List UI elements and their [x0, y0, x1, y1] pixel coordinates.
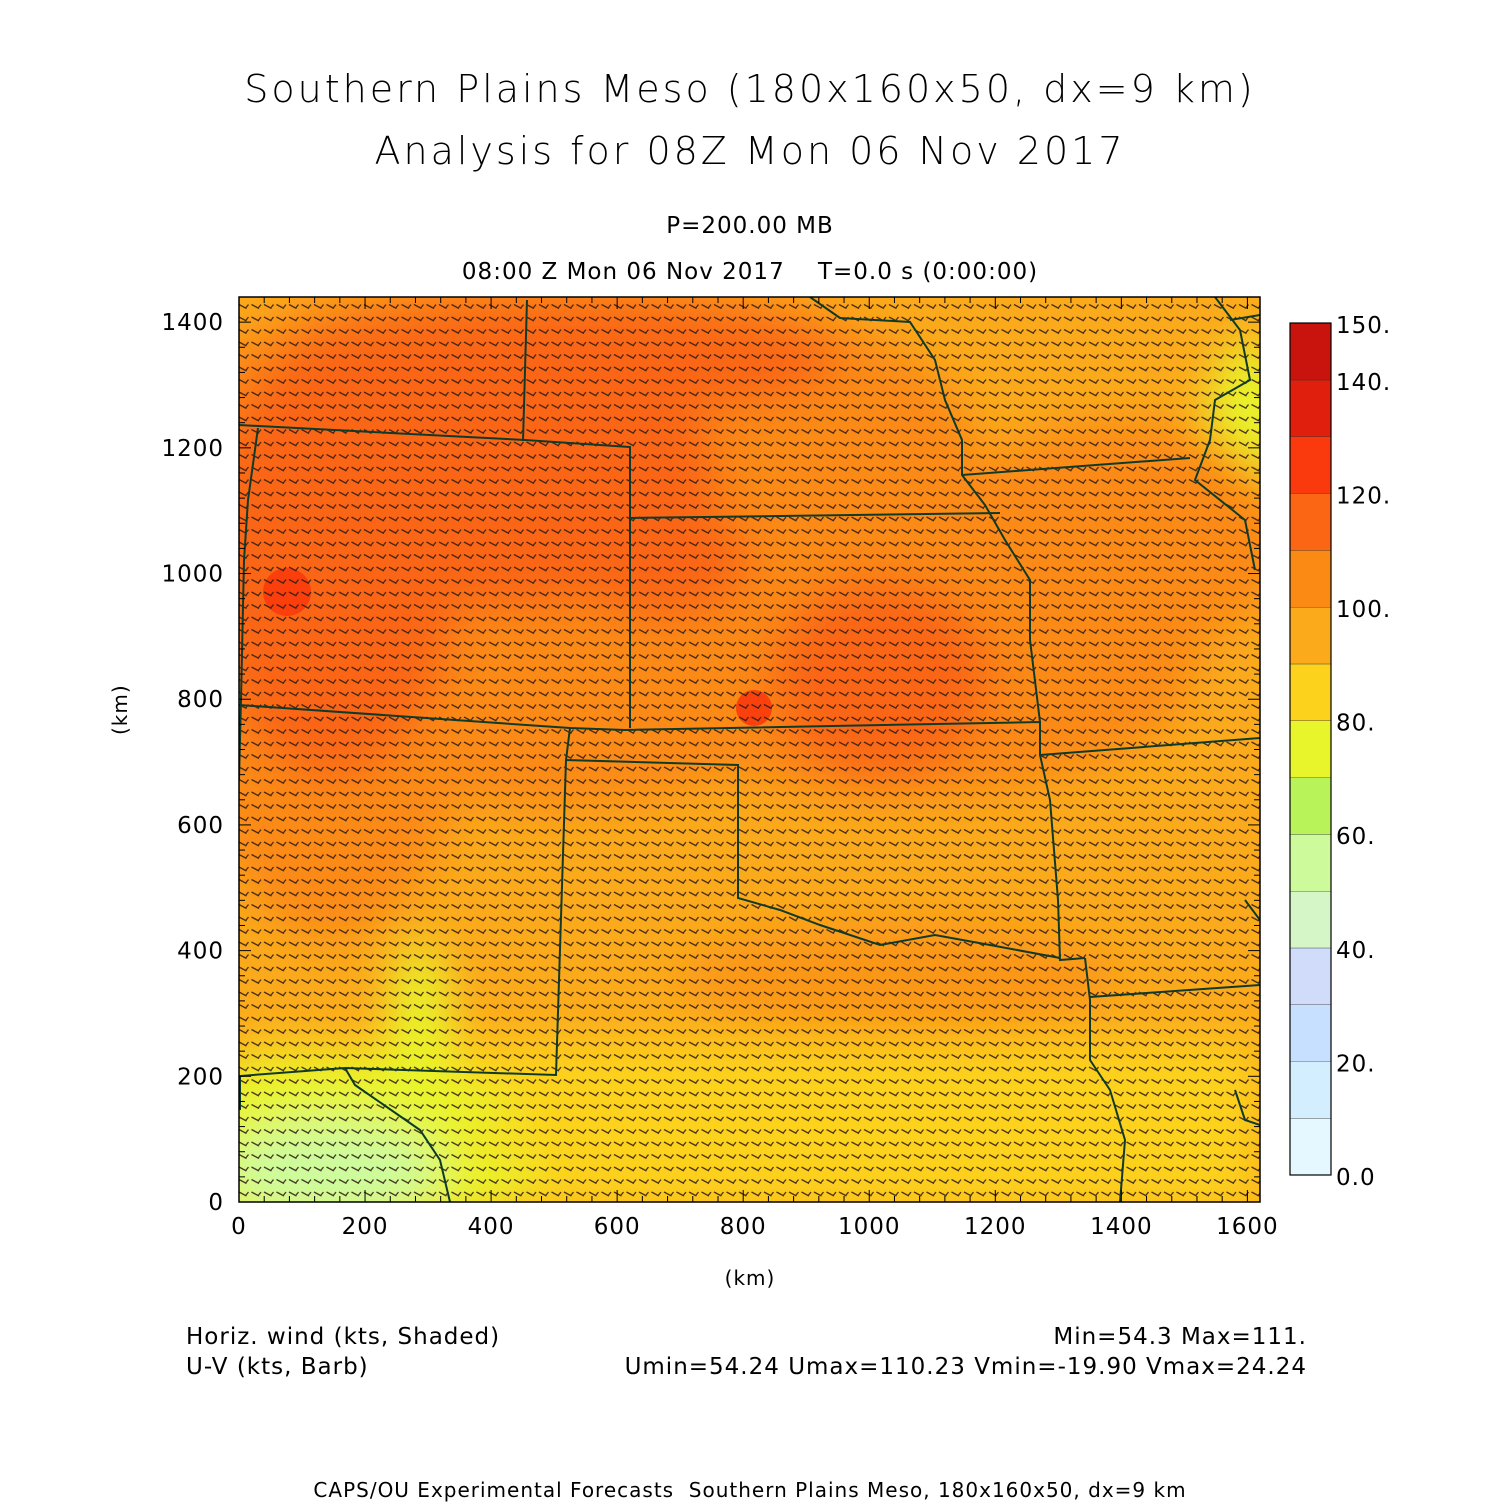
colorbar-swatch: [1290, 1004, 1331, 1062]
colorbar-label: 140.: [1336, 370, 1391, 396]
colorbar-swatch: [1290, 777, 1331, 835]
border-mississippi-river: [1193, 297, 1256, 571]
vector-min-max: Umin=54.24 Umax=110.23 Vmin=-19.90 Vmax=…: [624, 1354, 1307, 1380]
field-min-max: Min=54.3 Max=111.: [1053, 1324, 1307, 1350]
colorbar-label: 80.: [1336, 711, 1376, 737]
colorbar-swatch: [1290, 379, 1331, 437]
border-wi: [1229, 314, 1260, 321]
colorbar-label: 120.: [1336, 483, 1391, 509]
x-tick-label: 1400: [1090, 1214, 1153, 1240]
chart-title: Southern Plains Meso (180x160x50, dx=9 k…: [244, 67, 1256, 111]
colorbar-label: 0.0: [1336, 1165, 1376, 1191]
colorbar: 0.0 20. 40. 60. 80. 100. 120. 140. 150.: [1289, 313, 1391, 1191]
colorbar-label: 20.: [1336, 1051, 1376, 1077]
field-description: Horiz. wind (kts, Shaded): [186, 1324, 501, 1350]
colorbar-swatch: [1290, 550, 1331, 607]
vector-description: U-V (kts, Barb): [186, 1354, 369, 1380]
colorbar-label: 60.: [1336, 824, 1376, 850]
x-axis-label: (km): [724, 1266, 776, 1290]
border-wy-ne: [522, 299, 528, 442]
colorbar-swatch: [1290, 947, 1331, 1005]
y-tick-label: 0: [208, 1190, 224, 1216]
x-tick-label: 1200: [964, 1214, 1027, 1240]
x-tick-label: 600: [594, 1214, 641, 1240]
credit-line: CAPS/OU Experimental Forecasts Southern …: [313, 1478, 1187, 1502]
axis-labels: 0 200 400 600 800 1000 1200 1400 1600 0 200 400 600 8…: [161, 310, 1279, 1240]
y-axis-label: (km): [108, 684, 132, 735]
map-panel: [238, 296, 1261, 1203]
colorbar-swatch: [1290, 607, 1331, 664]
colorbar-swatch: [1290, 720, 1331, 778]
y-tick-label: 800: [177, 687, 224, 713]
colorbar-swatch: [1290, 834, 1331, 891]
y-tick-label: 1400: [161, 310, 224, 336]
border-ok-tx-panhandle: [564, 727, 1061, 959]
colorbar-swatch: [1290, 323, 1331, 380]
border-ne-ia: [961, 457, 1191, 476]
x-tick-label: 400: [468, 1214, 515, 1240]
pressure-level: P=200.00 MB: [666, 213, 834, 239]
colorbar-frame: [1289, 322, 1332, 1176]
y-tick-label: 200: [177, 1064, 224, 1090]
border-ks-ne: [629, 512, 1001, 519]
y-tick-label: 1000: [161, 562, 224, 588]
x-tick-label: 0: [231, 1214, 247, 1240]
state-boundaries: [239, 297, 1260, 1202]
colorbar-swatch: [1290, 1061, 1331, 1119]
border-mo-ar: [1039, 737, 1260, 756]
border-ms-ar: [1244, 899, 1260, 921]
border-co-north: [239, 424, 631, 728]
border-ut-co: [239, 427, 259, 781]
border-ms: [1234, 1089, 1260, 1126]
x-tick-label: 1000: [838, 1214, 901, 1240]
axis-ticks: [238, 296, 1260, 1203]
colorbar-swatch: [1290, 891, 1331, 948]
colorbar-swatch: [1290, 436, 1331, 494]
colorbar-label: 150.: [1336, 313, 1391, 339]
y-tick-label: 600: [177, 813, 224, 839]
x-tick-label: 1600: [1216, 1214, 1279, 1240]
x-tick-label: 200: [342, 1214, 389, 1240]
colorbar-swatch: [1290, 663, 1331, 721]
y-tick-label: 1200: [161, 436, 224, 462]
y-tick-label: 400: [177, 939, 224, 965]
colorbar-label: 40.: [1336, 938, 1376, 964]
border-ar-la: [1089, 984, 1260, 998]
border-missouri-river: [809, 297, 1041, 723]
x-tick-label: 800: [720, 1214, 767, 1240]
colorbar-label: 100.: [1336, 597, 1391, 623]
border-rio-grande: [344, 1067, 451, 1202]
valid-time: 08:00 Z Mon 06 Nov 2017 T=0.0 s (0:00:00…: [461, 259, 1039, 285]
chart-subtitle: Analysis for 08Z Mon 06 Nov 2017: [374, 129, 1126, 173]
wind-speed-field: [239, 297, 1260, 1202]
border-tx-la: [1084, 957, 1127, 1202]
colorbar-swatch: [1290, 493, 1331, 551]
border-nm-tx: [344, 759, 567, 1077]
colorbar-swatch: [1290, 1118, 1331, 1175]
